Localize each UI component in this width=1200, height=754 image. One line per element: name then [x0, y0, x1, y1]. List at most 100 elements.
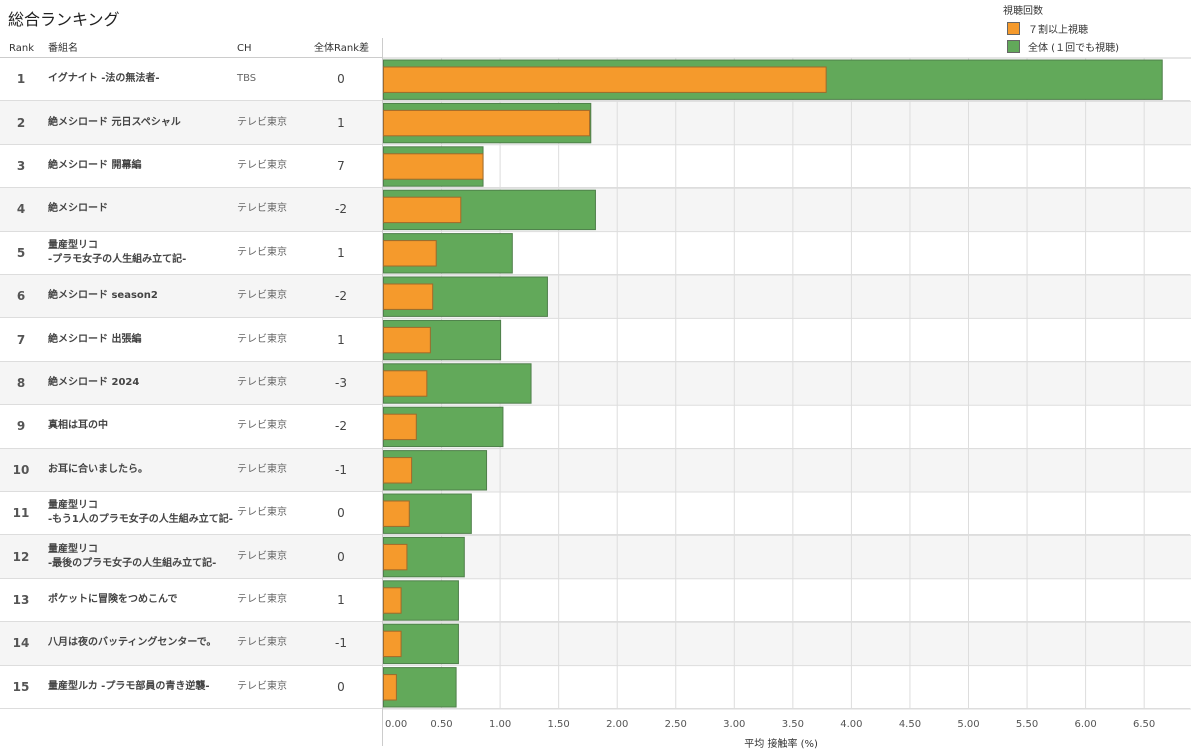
channel-cell: TBS	[237, 73, 257, 85]
row-band	[383, 448, 1191, 492]
rank-diff-cell: 0	[337, 549, 345, 564]
bar-70pct-viewers	[383, 240, 437, 267]
legend-label: ７割以上視聴	[1028, 25, 1088, 36]
rank-diff-cell: 7	[337, 158, 345, 173]
program-name: 量産型リコ -最後のプラモ女子の人生組み立て記-	[48, 543, 217, 569]
x-tick-label: 6.50	[1133, 719, 1155, 730]
rank-diff-cell: -1	[335, 636, 347, 651]
bar-70pct-viewers	[383, 326, 431, 354]
bar-70pct-viewers	[383, 543, 408, 571]
program-name: 絶メシロード 2024	[48, 376, 140, 388]
channel-cell: テレビ東京	[237, 593, 287, 605]
rank-cell: 4	[16, 202, 26, 217]
bar-70pct-viewers	[383, 674, 397, 701]
rank-cell: 8	[16, 375, 26, 390]
x-tick-label: 6.00	[1074, 719, 1096, 730]
table-row[interactable]: 13 ポケットに冒険をつめこんで テレビ東京 1	[0, 579, 1190, 623]
channel-cell: テレビ東京	[237, 203, 287, 215]
x-tick-label: 1.50	[548, 719, 570, 730]
x-tick-label: 4.50	[899, 719, 921, 730]
legend-item-70pct[interactable]: ７割以上視聴	[1007, 21, 1119, 36]
table-row[interactable]: 11 量産型リコ -もう1人のプラモ女子の人生組み立て記- テレビ東京 0	[0, 492, 1190, 536]
bar-70pct-viewers	[383, 196, 462, 224]
program-name: ポケットに冒険をつめこんで	[48, 593, 178, 605]
x-tick-label: 3.00	[723, 719, 745, 730]
channel-cell: テレビ東京	[237, 116, 287, 128]
legend-swatch-orange	[1007, 22, 1020, 35]
bar-70pct-viewers	[383, 153, 484, 180]
rank-diff-cell: 0	[337, 72, 345, 87]
channel-cell: テレビ東京	[237, 550, 287, 562]
header-name: 番組名	[48, 43, 78, 54]
table-row[interactable]: 15 量産型ルカ -プラモ部員の青き逆襲- テレビ東京 0	[0, 666, 1190, 709]
rank-diff-cell: 1	[337, 592, 345, 607]
channel-cell: テレビ東京	[237, 246, 287, 258]
rank-cell: 12	[12, 549, 30, 564]
rank-diff-cell: -2	[335, 419, 347, 434]
table-row[interactable]: 1 イグナイト -法の無法者- TBS 0	[0, 58, 1190, 102]
rank-cell: 10	[12, 462, 30, 477]
x-tick-label: 5.00	[957, 719, 979, 730]
legend-item-all[interactable]: 全体 (１回でも視聴)	[1007, 39, 1119, 54]
program-name: 真相は耳の中	[48, 420, 108, 432]
rank-diff-cell: -2	[335, 202, 347, 217]
rank-cell: 3	[16, 158, 26, 173]
program-name: 絶メシロード	[48, 203, 108, 215]
program-name: 量産型リコ -もう1人のプラモ女子の人生組み立て記-	[48, 500, 233, 526]
program-name: 量産型ルカ -プラモ部員の青き逆襲-	[48, 680, 210, 692]
rank-diff-cell: 1	[337, 332, 345, 347]
channel-cell: テレビ東京	[237, 290, 287, 302]
table-row[interactable]: 3 絶メシロード 開幕編 テレビ東京 7	[0, 145, 1190, 189]
header-rank-diff: 全体Rank差	[314, 43, 369, 54]
rank-diff-cell: 0	[337, 679, 345, 694]
channel-cell: テレビ東京	[237, 680, 287, 692]
x-tick-label: 2.50	[665, 719, 687, 730]
bar-70pct-viewers	[383, 109, 591, 137]
program-name: 絶メシロード season2	[48, 290, 158, 302]
rank-cell: 11	[12, 506, 30, 521]
bar-70pct-viewers	[383, 630, 402, 658]
channel-cell: テレビ東京	[237, 376, 287, 388]
legend-title: 視聴回数	[1003, 6, 1043, 17]
rank-diff-cell: 0	[337, 506, 345, 521]
table-row[interactable]: 5 量産型リコ -プラモ女子の人生組み立て記- テレビ東京 1	[0, 232, 1190, 275]
x-tick-label: 0.00	[385, 719, 407, 730]
program-name: 八月は夜のバッティングセンターで。	[48, 637, 217, 649]
bar-70pct-viewers	[383, 283, 434, 310]
rank-cell: 9	[16, 419, 26, 434]
rank-cell: 13	[12, 592, 30, 607]
bar-70pct-viewers	[383, 370, 428, 397]
x-axis-label: 平均 接触率 (%)	[744, 737, 818, 750]
rank-diff-cell: -3	[335, 375, 347, 390]
rank-cell: 1	[16, 72, 26, 87]
channel-cell: テレビ東京	[237, 507, 287, 519]
channel-cell: テレビ東京	[237, 637, 287, 649]
x-tick-label: 5.50	[1016, 719, 1038, 730]
legend: 視聴回数 ７割以上視聴 全体 (１回でも視聴)	[1003, 2, 1119, 57]
legend-label: 全体 (１回でも視聴)	[1028, 43, 1119, 54]
rank-cell: 2	[16, 115, 26, 130]
x-tick-label: 2.00	[606, 719, 628, 730]
header-ch: CH	[237, 43, 252, 54]
chart-title: 総合ランキング	[8, 10, 120, 29]
rank-cell: 5	[16, 245, 26, 260]
rank-cell: 6	[16, 289, 26, 304]
table-row[interactable]: 7 絶メシロード 出張編 テレビ東京 1	[0, 318, 1190, 362]
rank-cell: 14	[12, 636, 30, 651]
program-name: 絶メシロード 出張編	[48, 333, 142, 345]
x-tick-label: 4.00	[840, 719, 862, 730]
header-rank: Rank	[9, 43, 34, 54]
bar-70pct-viewers	[383, 587, 402, 614]
bar-70pct-viewers	[383, 66, 827, 93]
program-name: イグナイト -法の無法者-	[48, 73, 160, 85]
program-name: 絶メシロード 元日スペシャル	[48, 116, 181, 128]
channel-cell: テレビ東京	[237, 159, 287, 171]
x-tick-label: 3.50	[782, 719, 804, 730]
legend-swatch-green	[1007, 40, 1020, 53]
channel-cell: テレビ東京	[237, 333, 287, 345]
table-row[interactable]: 9 真相は耳の中 テレビ東京 -2	[0, 405, 1190, 449]
plot-area: 0.00 0.50 1.00 1.50 2.00 2.50 3.00 3.50 4.00 4.50…	[382, 38, 1191, 750]
bar-70pct-viewers	[383, 457, 413, 484]
x-tick-label: 1.00	[489, 719, 511, 730]
bar-chart: 0.00 0.50 1.00 1.50 2.00 2.50 3.00 3.50 4.00 4.50…	[383, 57, 1191, 750]
